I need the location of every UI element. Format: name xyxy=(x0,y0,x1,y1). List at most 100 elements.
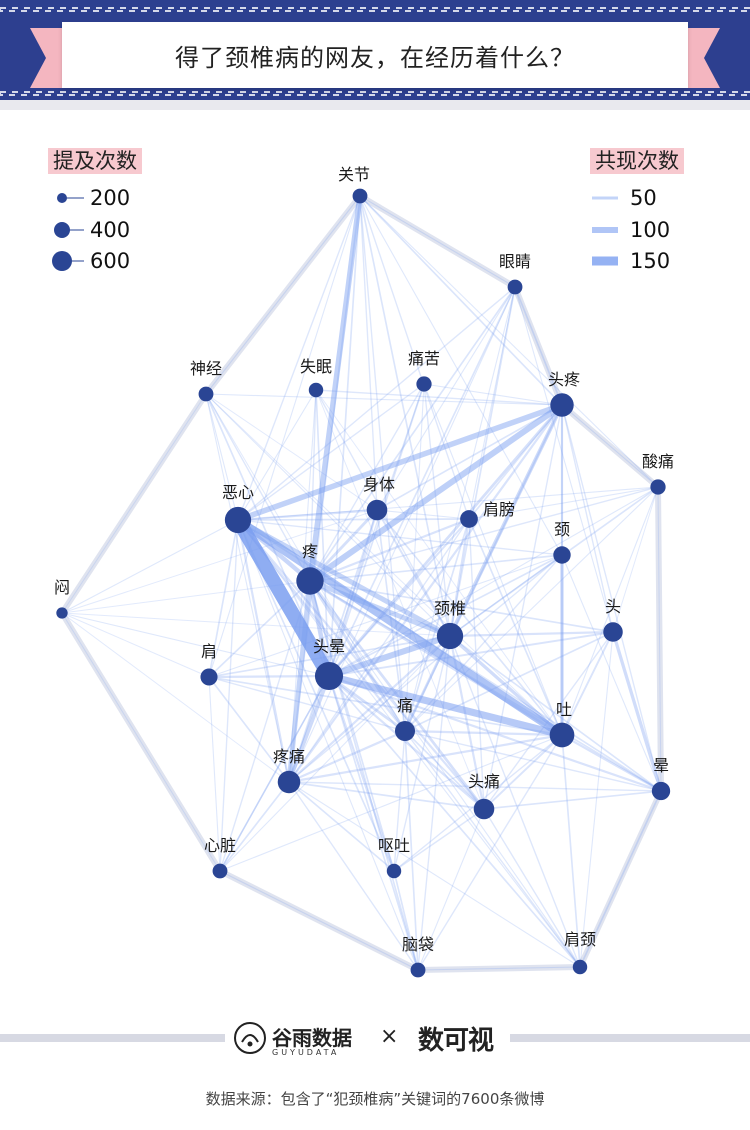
edge-酸痛-疼 xyxy=(309,486,659,582)
node-label-吐: 吐 xyxy=(556,700,572,719)
edge-头晕-肩颈 xyxy=(328,675,581,968)
edge-关节-酸痛 xyxy=(359,195,659,488)
edge-痛苦-吐 xyxy=(423,383,563,736)
node-痛 xyxy=(394,720,416,742)
edge-闷-肩 xyxy=(61,612,210,678)
node-label-疼痛: 疼痛 xyxy=(273,747,305,766)
node-label-呕吐: 呕吐 xyxy=(378,836,410,855)
node-颈 xyxy=(553,546,571,564)
edge-痛-脑袋 xyxy=(404,730,419,971)
edge-酸痛-颈椎 xyxy=(449,486,659,637)
edge-心脏-吐 xyxy=(219,734,563,872)
edge-关节-身体 xyxy=(359,195,378,511)
edge-头晕-痛 xyxy=(327,674,407,733)
node-label-头: 头 xyxy=(605,597,621,616)
edge-颈椎-头疼 xyxy=(448,403,564,638)
node-label-头晕: 头晕 xyxy=(313,637,345,656)
edge-身体-吐 xyxy=(376,509,563,736)
edge-肩颈-疼 xyxy=(309,580,581,968)
edge-疼-痛 xyxy=(308,579,407,733)
edge-关节-肩 xyxy=(208,195,361,678)
node-label-失眠: 失眠 xyxy=(300,357,332,376)
node-label-神经: 神经 xyxy=(190,359,222,378)
node-label-头痛: 头痛 xyxy=(468,772,500,791)
edge-颈-疼 xyxy=(309,554,563,582)
edge-头晕-呕吐 xyxy=(327,674,396,873)
edge-头疼-晕 xyxy=(561,404,662,792)
edge-吐-头痛 xyxy=(483,734,563,810)
edge-头疼-头痛 xyxy=(483,404,563,810)
edge-疼-头晕 xyxy=(307,578,332,679)
edge-肩-心脏 xyxy=(208,676,221,872)
edge-颈椎-肩颈 xyxy=(449,635,581,968)
size-legend-markers xyxy=(52,193,84,271)
edge-疼-疼痛 xyxy=(286,578,313,785)
edge-头-吐 xyxy=(561,631,614,736)
edge-神经-吐 xyxy=(205,393,563,736)
node-label-脑袋: 脑袋 xyxy=(402,935,434,954)
node-label-眼睛: 眼睛 xyxy=(499,252,531,271)
edge-头晕-头痛 xyxy=(327,674,486,811)
edge-恶心-吐 xyxy=(233,515,567,740)
edge-酸痛-头 xyxy=(612,486,659,633)
edge-酸痛-肩膀 xyxy=(468,486,659,520)
size-legend-label-400: 400 xyxy=(90,218,131,242)
edge-肩-痛 xyxy=(208,676,406,732)
edge-恶心-肩 xyxy=(208,519,239,678)
edge-头痛-脑袋 xyxy=(417,808,485,971)
node-吐 xyxy=(549,722,575,748)
edge-肩颈-恶心 xyxy=(237,519,581,968)
edge-关节-头晕 xyxy=(328,195,361,677)
edge-闷-神经 xyxy=(61,393,207,614)
brand-guyu-sub: GUYUDATA xyxy=(272,1048,340,1057)
edge-神经-身体 xyxy=(205,393,378,511)
edge-失眠-头痛 xyxy=(315,389,485,810)
node-label-心脏: 心脏 xyxy=(204,836,236,855)
edge-恶心-痛 xyxy=(236,518,407,733)
edge-眼睛-疼 xyxy=(309,286,516,582)
edge-神经-疼痛 xyxy=(205,393,290,783)
size-legend-label-600: 600 xyxy=(90,249,131,273)
node-头疼 xyxy=(550,393,574,417)
edge-神经-疼 xyxy=(205,393,311,582)
edge-头痛-呕吐 xyxy=(393,808,485,872)
edge-眼睛-头 xyxy=(514,286,614,633)
edge-酸痛-晕 xyxy=(657,486,662,792)
edge-痛苦-疼痛 xyxy=(288,383,425,783)
edge-恶心-疼 xyxy=(235,517,313,584)
size-legend-marker-400 xyxy=(54,222,70,238)
cooccur-legend-swatches xyxy=(592,196,618,266)
edge-关节-颈 xyxy=(359,195,563,556)
node-label-身体: 身体 xyxy=(363,475,395,494)
edge-恶心-呕吐 xyxy=(237,519,395,872)
edge-颈椎-晕 xyxy=(449,635,662,792)
edge-晕-疼痛 xyxy=(288,781,662,792)
edge-痛苦-颈椎 xyxy=(423,383,451,637)
node-眼睛 xyxy=(507,279,523,295)
node-label-痛: 痛 xyxy=(397,696,413,715)
cooccur-legend-label-100: 100 xyxy=(630,218,671,242)
edge-恶心-颈 xyxy=(237,519,563,556)
node-肩膀 xyxy=(460,510,478,528)
edge-疼-颈椎 xyxy=(307,578,453,639)
node-label-痛苦: 痛苦 xyxy=(408,349,440,368)
edge-头疼-身体 xyxy=(376,404,563,511)
edge-疼-呕吐 xyxy=(309,580,395,872)
edge-恶心-头痛 xyxy=(236,518,486,811)
edge-心脏-脑袋 xyxy=(219,870,419,971)
edge-疼-吐 xyxy=(308,579,564,737)
size-legend-title: 提及次数 xyxy=(48,148,142,174)
edge-颈椎-肩 xyxy=(208,635,451,678)
edge-肩-疼痛 xyxy=(208,676,290,783)
edge-头-头晕 xyxy=(328,631,614,677)
data-source-note: 数据来源：包含了“犯颈椎病”关键词的7600条微博 xyxy=(205,1090,545,1108)
edge-疼-晕 xyxy=(309,580,662,792)
brand-shukeshi: 数可视 xyxy=(418,1026,494,1056)
edge-头疼-疼痛 xyxy=(287,403,564,784)
edge-眼睛-身体 xyxy=(376,286,516,511)
edge-关节-痛 xyxy=(359,195,406,732)
node-身体 xyxy=(366,499,388,521)
edge-肩膀-吐 xyxy=(468,518,563,736)
edge-头晕-疼痛 xyxy=(287,674,331,784)
